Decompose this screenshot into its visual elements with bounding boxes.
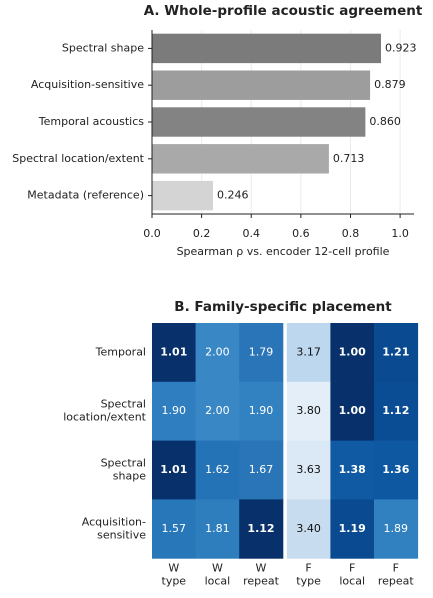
heatmap-cell [239,499,284,559]
cell-label: 1.19 [339,522,366,535]
heatmap-cell [374,323,419,383]
cell-label: 1.01 [160,463,187,476]
cell-label: 2.00 [205,345,230,358]
y-tick-label: Spectral location/extent [12,152,144,165]
value-label: 0.860 [369,115,401,128]
heatmap-cell [195,323,240,383]
x-tick-label: 0.2 [193,227,211,240]
heatmap-cell [286,381,331,442]
heatmap-cell [239,323,284,383]
cell-label: 1.12 [382,404,409,417]
cell-label: 1.57 [162,522,187,535]
x-tick-label: 1.0 [391,227,409,240]
value-label: 0.713 [333,152,365,165]
heatmap-cell [152,323,197,383]
cell-label: 1.90 [249,404,274,417]
cell-label: 1.21 [382,345,409,358]
heatmap-cell [330,440,375,500]
heatmap-cell [330,499,375,559]
heatmap-cell [286,323,331,383]
cell-label: 3.40 [296,522,321,535]
chart-title: A. Whole-profile acoustic agreement [144,3,423,19]
y-tick-label: Metadata (reference) [27,189,144,202]
x-tick-label: 0.0 [143,227,161,240]
heatmap-cell [374,440,419,500]
value-label: 0.246 [217,189,249,202]
cell-label: 1.00 [339,345,366,358]
cell-label: 1.67 [249,463,274,476]
heatmap-cell [152,381,197,442]
bar [152,70,371,100]
cell-label: 3.63 [296,463,321,476]
row-label: Temporal [95,345,146,358]
x-tick-label: 0.8 [342,227,360,240]
row-label: Spectral location/extent [63,398,146,424]
row-label: Spectral shape [101,457,147,483]
row-label: Acquisition-sensitive [82,515,146,541]
cell-label: 3.17 [296,345,321,358]
heatmap-cell [195,381,240,442]
heatmap-cell [195,499,240,559]
x-tick-label: 0.4 [242,227,260,240]
heatmap-cell [330,381,375,442]
value-label: 0.879 [374,78,406,91]
cell-label: 1.89 [384,522,409,535]
heatmap-cell [152,440,197,500]
heatmap-cell [330,323,375,383]
y-tick-label: Acquisition-sensitive [31,78,144,91]
cell-label: 1.90 [162,404,187,417]
bar [152,33,382,64]
cell-label: 1.01 [160,345,187,358]
heatmap-cell [374,499,419,559]
heatmap-cell [286,440,331,500]
bar [152,180,214,211]
chart-title: B. Family-specific placement [174,299,392,315]
cell-label: 1.36 [382,463,409,476]
bar [152,107,366,137]
cell-label: 1.79 [249,345,274,358]
heatmap-cell [286,499,331,559]
heatmap-cell [152,499,197,559]
x-tick-label: 0.6 [292,227,310,240]
cell-label: 3.80 [296,404,321,417]
heatmap-cell [374,381,419,442]
y-tick-label: Spectral shape [62,41,144,54]
heatmap-cell [195,440,240,500]
cell-label: 1.62 [205,463,230,476]
cell-label: 1.38 [339,463,366,476]
bar [152,144,329,174]
y-tick-label: Temporal acoustics [38,115,144,128]
heatmap-cell [239,440,284,500]
heatmap-cell [239,381,284,442]
value-label: 0.923 [385,41,417,54]
cell-label: 2.00 [205,404,230,417]
x-axis-label: Spearman ρ vs. encoder 12-cell profile [177,245,390,258]
cell-label: 1.81 [205,522,230,535]
cell-label: 1.00 [339,404,366,417]
cell-label: 1.12 [247,522,274,535]
